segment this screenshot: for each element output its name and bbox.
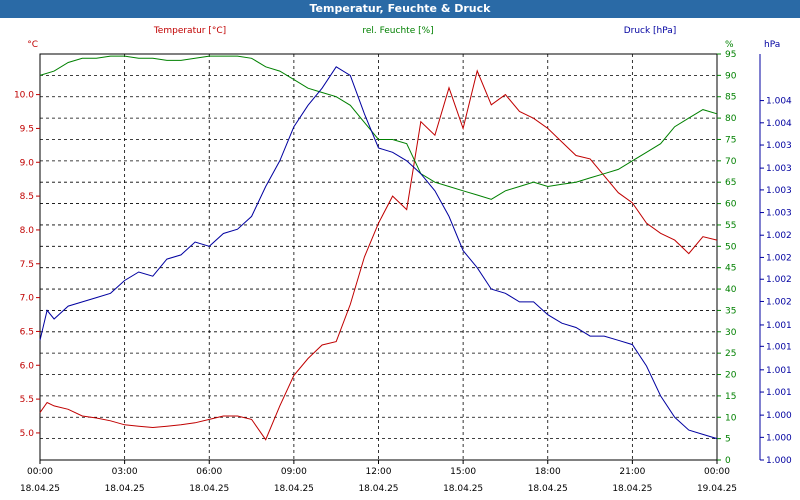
temperature-tick-label: 6.5 bbox=[20, 327, 34, 337]
humidity-tick-label: 60 bbox=[725, 200, 737, 210]
x-tick-time: 09:00 bbox=[281, 467, 307, 477]
temperature-tick-label: 7.5 bbox=[20, 260, 34, 270]
pressure-tick-label: 1.002 bbox=[766, 253, 792, 263]
pressure-tick-label: 1.001 bbox=[766, 342, 792, 352]
temperature-tick-label: 7.0 bbox=[20, 294, 35, 304]
humidity-tick-label: 0 bbox=[725, 456, 731, 466]
humidity-tick-label: 85 bbox=[725, 93, 736, 103]
x-tick-date: 18.04.25 bbox=[358, 484, 398, 494]
x-tick-date: 18.04.25 bbox=[274, 484, 314, 494]
pressure-tick-label: 1.001 bbox=[766, 366, 792, 376]
window-title: Temperatur, Feuchte & Druck bbox=[0, 0, 800, 18]
humidity-unit: % bbox=[725, 40, 734, 50]
pressure-tick-label: 1.003 bbox=[766, 209, 792, 219]
series-line-temperature bbox=[39, 69, 718, 441]
x-tick-date: 18.04.25 bbox=[105, 484, 145, 494]
x-tick-time: 21:00 bbox=[619, 467, 645, 477]
x-tick-date: 19.04.25 bbox=[697, 484, 737, 494]
pressure-tick-label: 1.002 bbox=[766, 231, 792, 241]
temperature-tick-label: 8.0 bbox=[20, 226, 35, 236]
humidity-tick-label: 20 bbox=[725, 371, 737, 381]
temperature-unit: °C bbox=[27, 40, 38, 50]
temperature-tick-label: 10.0 bbox=[14, 91, 34, 101]
temperature-tick-label: 5.5 bbox=[20, 395, 34, 405]
pressure-axis-title: Druck [hPa] bbox=[624, 26, 677, 36]
pressure-tick-label: 1.002 bbox=[766, 297, 792, 307]
temperature-tick-label: 6.0 bbox=[20, 361, 35, 371]
temperature-tick-label: 5.0 bbox=[20, 429, 35, 439]
humidity-tick-label: 5 bbox=[725, 435, 731, 445]
pressure-tick-label: 1.004 bbox=[766, 119, 792, 129]
x-tick-date: 18.04.25 bbox=[612, 484, 652, 494]
humidity-tick-label: 70 bbox=[725, 157, 737, 167]
humidity-tick-label: 35 bbox=[725, 306, 736, 316]
humidity-tick-label: 30 bbox=[725, 328, 737, 338]
humidity-tick-label: 75 bbox=[725, 135, 736, 145]
series-line-pressure bbox=[39, 66, 718, 440]
pressure-tick-label: 1.003 bbox=[766, 186, 792, 196]
x-tick-date: 18.04.25 bbox=[443, 484, 483, 494]
humidity-tick-label: 15 bbox=[725, 392, 736, 402]
humidity-tick-label: 65 bbox=[725, 178, 736, 188]
pressure-unit: hPa bbox=[764, 40, 780, 50]
x-tick-time: 06:00 bbox=[196, 467, 222, 477]
x-tick-date: 18.04.25 bbox=[189, 484, 229, 494]
temperature-axis-title: Temperatur [°C] bbox=[153, 26, 226, 36]
x-tick-time: 03:00 bbox=[112, 467, 138, 477]
humidity-tick-label: 40 bbox=[725, 285, 737, 295]
humidity-tick-label: 55 bbox=[725, 221, 736, 231]
humidity-tick-label: 25 bbox=[725, 349, 736, 359]
x-tick-time: 00:00 bbox=[27, 467, 53, 477]
humidity-tick-label: 50 bbox=[725, 242, 737, 252]
pressure-tick-label: 1.000 bbox=[766, 433, 792, 443]
temperature-tick-label: 8.5 bbox=[20, 192, 34, 202]
pressure-tick-label: 1.000 bbox=[766, 411, 792, 421]
pressure-tick-label: 1.003 bbox=[766, 141, 792, 151]
x-tick-time: 12:00 bbox=[366, 467, 392, 477]
x-tick-date: 18.04.25 bbox=[20, 484, 60, 494]
pressure-tick-label: 1.002 bbox=[766, 275, 792, 285]
temperature-tick-label: 9.5 bbox=[20, 124, 34, 134]
x-tick-date: 18.04.25 bbox=[528, 484, 568, 494]
humidity-tick-label: 80 bbox=[725, 114, 737, 124]
humidity-tick-label: 95 bbox=[725, 50, 736, 60]
temperature-tick-label: 9.0 bbox=[20, 158, 35, 168]
pressure-tick-label: 1.000 bbox=[766, 456, 792, 466]
pressure-tick-label: 1.001 bbox=[766, 321, 792, 331]
humidity-tick-label: 90 bbox=[725, 71, 737, 81]
pressure-tick-label: 1.003 bbox=[766, 164, 792, 174]
x-tick-time: 15:00 bbox=[450, 467, 476, 477]
series-line-humidity bbox=[39, 55, 718, 200]
pressure-tick-label: 1.004 bbox=[766, 97, 792, 107]
chart-area: 0 5 10 15 20 25 30 35 40 45 50 55 60 65 70 75 80 85 90 95 00… bbox=[14, 26, 792, 494]
pressure-tick-label: 1.001 bbox=[766, 388, 792, 398]
x-tick-time: 18:00 bbox=[535, 467, 561, 477]
humidity-tick-label: 10 bbox=[725, 413, 737, 423]
humidity-tick-label: 45 bbox=[725, 264, 736, 274]
x-tick-time: 00:00 bbox=[704, 467, 730, 477]
humidity-axis-title: rel. Feuchte [%] bbox=[362, 26, 433, 36]
